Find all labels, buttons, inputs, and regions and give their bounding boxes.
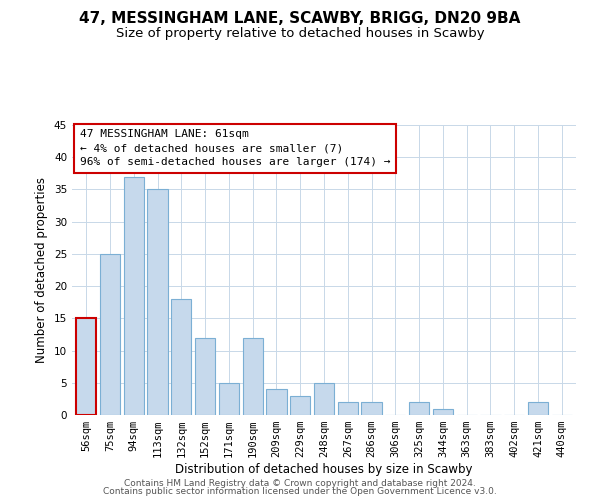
Bar bbox=[338, 402, 358, 415]
Bar bbox=[219, 383, 239, 415]
Text: Size of property relative to detached houses in Scawby: Size of property relative to detached ho… bbox=[116, 28, 484, 40]
Bar bbox=[124, 176, 144, 415]
Bar bbox=[100, 254, 120, 415]
Bar bbox=[314, 383, 334, 415]
Bar bbox=[76, 318, 97, 415]
Bar bbox=[148, 190, 167, 415]
Bar bbox=[171, 299, 191, 415]
Bar bbox=[195, 338, 215, 415]
Text: 47, MESSINGHAM LANE, SCAWBY, BRIGG, DN20 9BA: 47, MESSINGHAM LANE, SCAWBY, BRIGG, DN20… bbox=[79, 11, 521, 26]
Bar bbox=[242, 338, 263, 415]
Bar bbox=[409, 402, 429, 415]
Bar bbox=[528, 402, 548, 415]
Bar bbox=[266, 389, 287, 415]
X-axis label: Distribution of detached houses by size in Scawby: Distribution of detached houses by size … bbox=[175, 463, 473, 476]
Y-axis label: Number of detached properties: Number of detached properties bbox=[35, 177, 49, 363]
Text: Contains HM Land Registry data © Crown copyright and database right 2024.: Contains HM Land Registry data © Crown c… bbox=[124, 478, 476, 488]
Text: Contains public sector information licensed under the Open Government Licence v3: Contains public sector information licen… bbox=[103, 487, 497, 496]
Bar bbox=[290, 396, 310, 415]
Text: 47 MESSINGHAM LANE: 61sqm
← 4% of detached houses are smaller (7)
96% of semi-de: 47 MESSINGHAM LANE: 61sqm ← 4% of detach… bbox=[80, 130, 390, 168]
Bar bbox=[433, 408, 453, 415]
Bar bbox=[361, 402, 382, 415]
